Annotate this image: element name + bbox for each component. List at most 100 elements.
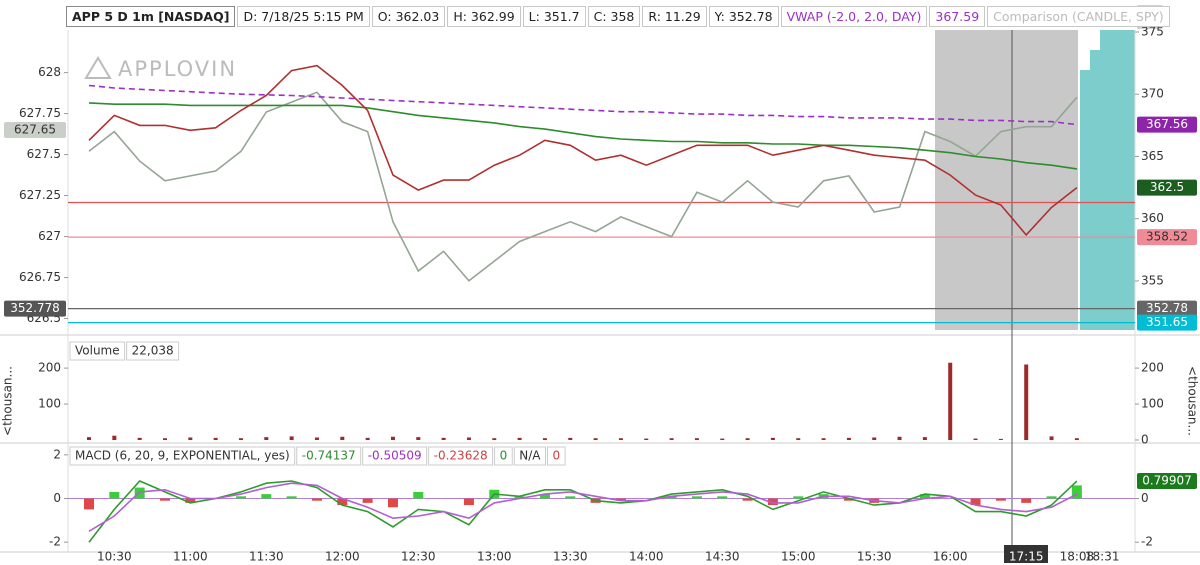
y2-tick-label: 0	[1141, 433, 1149, 447]
y2-tick-label: 370	[1141, 87, 1164, 101]
x-tick-label: 15:30	[857, 550, 892, 564]
y2-tick-label: 100	[1141, 397, 1164, 411]
volume-bar	[948, 362, 953, 440]
level-badge-label: 352.78	[1146, 301, 1188, 315]
y2-tick-label: -2	[1141, 535, 1153, 549]
pane-readout-box	[546, 446, 566, 466]
series-line	[88, 91, 1078, 282]
x-tick-label: 13:00	[477, 550, 512, 564]
x-tick-label: 18:31	[1085, 550, 1120, 564]
y2-tick-label: 200	[1141, 361, 1164, 375]
range: R: 11.29	[642, 6, 707, 27]
volume-bar	[112, 435, 117, 440]
x-tick-label: 14:00	[629, 550, 664, 564]
comparison-study[interactable]: Comparison (CANDLE, SPY)	[987, 6, 1170, 27]
watermark: APPLOVIN	[118, 57, 237, 81]
x-tick-label: 11:30	[249, 550, 284, 564]
histogram-bar	[413, 491, 424, 499]
volume-bar	[162, 438, 167, 440]
y-tick-label: 626.75	[19, 270, 61, 284]
histogram-bar	[666, 496, 677, 499]
pane-readout-box	[513, 446, 546, 466]
histogram-bar	[565, 496, 576, 499]
x-tick-label: 13:30	[553, 550, 588, 564]
volume-bar	[1049, 436, 1054, 440]
vwap-study[interactable]: VWAP (-2.0, 2.0, DAY)	[780, 6, 928, 27]
series-line	[88, 64, 1078, 237]
volume-bar	[593, 438, 598, 440]
volume-bar	[466, 437, 471, 440]
pane-readout-box	[494, 446, 513, 466]
x-tick-label: 11:00	[173, 550, 208, 564]
histogram-bar	[463, 498, 474, 506]
close: C: 358	[587, 6, 641, 27]
histogram-bar	[362, 498, 373, 503]
volume-profile-gap	[1080, 50, 1090, 70]
histogram-bar	[159, 498, 170, 501]
level-badge	[4, 300, 66, 317]
symbol[interactable]: APP 5 D 1m [NASDAQ]	[66, 6, 236, 27]
high: H: 362.99	[447, 6, 521, 27]
cursor-time-box	[1004, 545, 1048, 563]
histogram-bar	[1071, 485, 1082, 499]
level-badge	[1137, 314, 1197, 331]
pane-readout: -0.23628	[434, 449, 488, 463]
pane-readout-box	[428, 446, 494, 466]
y2-tick-label: 355	[1141, 273, 1164, 287]
pane-readout: -0.50509	[368, 449, 422, 463]
pane-readout-box	[296, 446, 362, 466]
histogram-bar	[970, 498, 981, 506]
level-badge-label: 362.5	[1150, 180, 1184, 194]
histogram-bar	[261, 494, 272, 499]
pane-readout: 0	[552, 449, 560, 463]
level-badge-label: 358.52	[1146, 230, 1188, 244]
histogram-bar	[615, 498, 626, 501]
x-tick-label: 18:08	[1060, 550, 1095, 564]
level-badge-label: 367.56	[1146, 117, 1188, 131]
volume-bar	[846, 437, 851, 440]
volume-bar	[492, 438, 497, 440]
open: O: 362.03	[371, 6, 446, 27]
volume-bar	[973, 438, 978, 440]
pane-readout: 0	[500, 449, 508, 463]
x-tick-label: 12:30	[401, 550, 436, 564]
volume-bar	[542, 438, 547, 440]
histogram-bar	[767, 498, 778, 506]
histogram-bar	[742, 498, 753, 501]
volume-bar	[517, 437, 522, 440]
histogram-bar	[286, 496, 297, 499]
volume-bar	[796, 438, 801, 440]
volume-bar	[669, 438, 674, 440]
y2-tick-label: 375	[1141, 24, 1164, 38]
volume-bar	[745, 438, 750, 440]
histogram-bar	[843, 498, 854, 501]
volume-bar	[188, 437, 193, 440]
pane-title: Volume	[75, 344, 120, 358]
histogram-bar	[134, 487, 145, 499]
y-tick-label: 627	[38, 229, 61, 243]
histogram-bar	[1021, 498, 1032, 503]
y-tick-label: 628	[38, 65, 61, 79]
level-badge-label: 0.79907	[1142, 474, 1192, 488]
level-badge	[1137, 473, 1197, 490]
volume-bar	[1024, 364, 1029, 440]
volume-bar	[618, 438, 623, 440]
level-badge	[1137, 179, 1197, 196]
date: D: 7/18/25 5:15 PM	[237, 6, 370, 27]
volume-bar	[872, 437, 877, 440]
pane-title: MACD (6, 20, 9, EXPONENTIAL, yes)	[75, 449, 290, 463]
volume-bar	[770, 437, 775, 440]
volume-bar	[897, 436, 902, 440]
pane-readout-box	[126, 341, 180, 361]
series-line	[88, 102, 1078, 170]
level-badge-label: 351.65	[1146, 315, 1188, 329]
histogram-bar	[1046, 496, 1057, 499]
low: L: 351.7	[522, 6, 586, 27]
y-tick-label: 0	[53, 491, 61, 505]
y-tick-label: 627.5	[27, 147, 61, 161]
volume-bar	[314, 437, 319, 440]
level-badge	[1137, 300, 1197, 317]
y-tick-label: 627.25	[19, 188, 61, 202]
y2-axis-label: <thousan...	[1186, 366, 1200, 436]
y-tick-label: 2	[53, 447, 61, 461]
